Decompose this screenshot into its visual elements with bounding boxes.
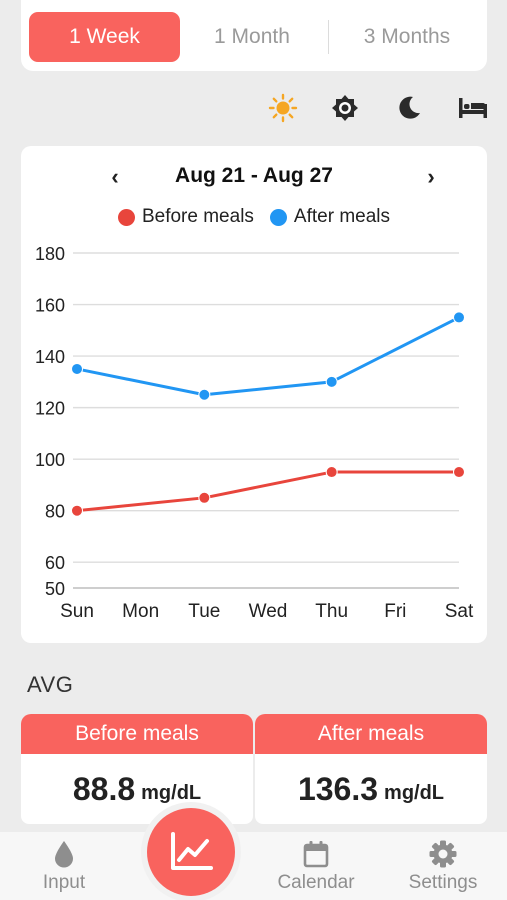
x-tick-label: Sat bbox=[445, 601, 474, 622]
y-tick-label: 120 bbox=[35, 399, 65, 419]
chart-card: Aug 21 - Aug 27 ‹ › Before meals After m… bbox=[21, 146, 487, 643]
tab-1-month[interactable]: 1 Month bbox=[214, 25, 290, 48]
y-tick-label: 180 bbox=[35, 244, 65, 264]
chart-trend-button[interactable] bbox=[147, 808, 235, 896]
legend-before-label: Before meals bbox=[141, 206, 254, 227]
after-meals-dot bbox=[269, 208, 287, 226]
legend-after-label: After meals bbox=[293, 206, 391, 227]
range-tabs: 1 Week 1 Month 3 Months bbox=[21, 0, 487, 71]
glucose-line-chart: 50 60 80 100 120 140 160 180 Sun Mon Tue Wed Thu Fri S… bbox=[35, 244, 474, 622]
avg-after-value: 136.3 bbox=[297, 770, 379, 807]
avg-after-meals-card: After meals 136.3 mg/dL bbox=[255, 714, 487, 824]
nav-calendar[interactable]: Calendar bbox=[261, 836, 371, 894]
avg-before-value: 88.8 bbox=[72, 770, 136, 807]
tab-1-week[interactable]: 1 Week bbox=[29, 12, 180, 62]
y-tick-label: 140 bbox=[35, 347, 65, 367]
nav-calendar-label: Calendar bbox=[277, 872, 355, 893]
trend-chart-icon bbox=[171, 832, 213, 870]
y-tick-label: 160 bbox=[35, 296, 65, 316]
x-tick-label: Thu bbox=[315, 601, 348, 622]
before-meals-dot bbox=[117, 208, 135, 226]
after-meals-point bbox=[71, 362, 83, 375]
before-meals-point bbox=[453, 466, 465, 479]
bed-icon[interactable] bbox=[455, 90, 491, 126]
x-tick-label: Mon bbox=[122, 601, 159, 622]
x-tick-label: Fri bbox=[384, 601, 406, 622]
legend-after-meals: After meals bbox=[269, 206, 391, 228]
legend-before-meals: Before meals bbox=[117, 206, 254, 228]
y-tick-label: 100 bbox=[35, 450, 65, 470]
before-meals-point bbox=[71, 504, 83, 517]
moon-icon[interactable] bbox=[391, 90, 427, 126]
avg-before-meals-card: Before meals 88.8 mg/dL bbox=[21, 714, 253, 824]
drop-icon bbox=[9, 836, 119, 872]
avg-after-unit: mg/dL bbox=[384, 781, 445, 804]
after-meals-point bbox=[453, 311, 465, 324]
avg-before-title: Before meals bbox=[21, 714, 253, 754]
avg-after-title: After meals bbox=[255, 714, 487, 754]
date-range: Aug 21 - Aug 27 bbox=[175, 164, 333, 187]
nav-input[interactable]: Input bbox=[9, 836, 119, 894]
after-meals-point bbox=[325, 375, 338, 388]
gear-icon bbox=[388, 836, 498, 872]
next-week-button[interactable]: › bbox=[427, 164, 435, 189]
sun-icon[interactable] bbox=[265, 90, 301, 126]
brightness-icon[interactable] bbox=[327, 90, 363, 126]
x-tick-label: Wed bbox=[249, 601, 288, 622]
avg-before-unit: mg/dL bbox=[141, 781, 202, 804]
nav-settings-label: Settings bbox=[408, 872, 478, 893]
nav-input-label: Input bbox=[42, 872, 86, 893]
previous-week-button[interactable]: ‹ bbox=[111, 164, 119, 189]
tab-3-months[interactable]: 3 Months bbox=[363, 25, 451, 48]
after-meals-line bbox=[76, 316, 460, 397]
y-tick-label: 80 bbox=[45, 502, 65, 522]
y-tick-label: 60 bbox=[45, 553, 65, 573]
before-meals-line bbox=[76, 470, 459, 513]
x-tick-label: Tue bbox=[188, 601, 220, 622]
avg-heading: AVG bbox=[27, 672, 74, 697]
chart-legend: Before meals After meals bbox=[21, 206, 487, 228]
before-meals-point bbox=[325, 466, 338, 479]
before-meals-point bbox=[198, 491, 211, 504]
bottom-nav: Input Calendar bbox=[0, 832, 507, 900]
after-meals-point bbox=[198, 388, 211, 401]
tab-divider bbox=[328, 20, 329, 54]
y-tick-label: 50 bbox=[45, 579, 65, 599]
x-tick-label: Sun bbox=[60, 601, 94, 622]
calendar-icon bbox=[261, 836, 371, 872]
nav-settings[interactable]: Settings bbox=[388, 836, 498, 894]
